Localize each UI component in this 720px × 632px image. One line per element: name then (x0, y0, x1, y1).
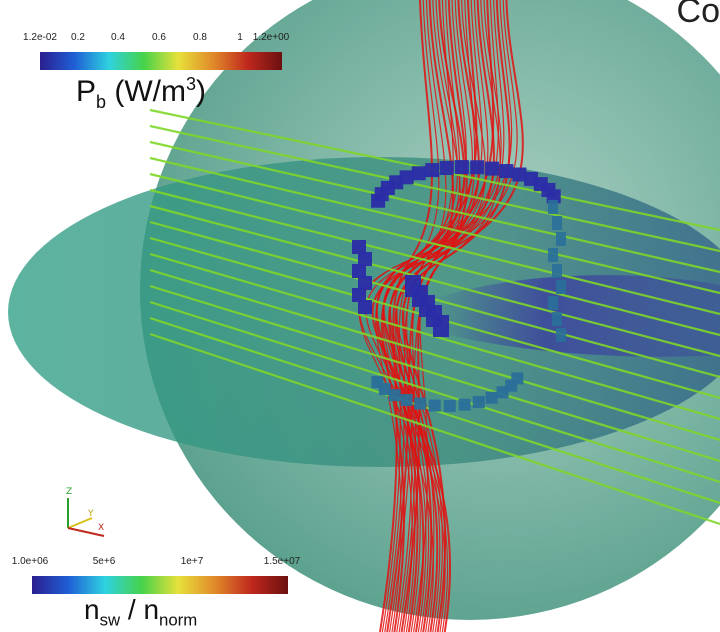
pressure-block (358, 252, 372, 266)
pb-tick: 1.2e-02 (23, 32, 57, 43)
solar-wind-line (149, 188, 720, 337)
density-tick: 5e+6 (92, 556, 116, 567)
pb-tick: 0.6 (152, 32, 166, 43)
field-line (365, 0, 518, 632)
pb-colorbar-gradient (40, 52, 282, 70)
density-tick: 1.0e+06 (11, 556, 49, 567)
corner-title: Co (676, 0, 720, 30)
solar-wind-line (149, 204, 720, 358)
field-line (402, 0, 511, 632)
pb-title-base: P (76, 75, 97, 108)
pb-tick: 0.2 (71, 32, 85, 43)
pressure-block (371, 376, 384, 389)
pressure-block (552, 312, 562, 326)
pressure-block (454, 160, 469, 175)
field-line (371, 0, 524, 632)
pressure-block (546, 189, 561, 204)
pressure-block (470, 160, 485, 175)
pressure-block (358, 276, 372, 290)
density-title-sep: / (120, 594, 144, 625)
density-title-n1: n (84, 594, 100, 625)
pressure-block (556, 328, 566, 342)
pressure-block (425, 163, 440, 178)
pressure-block (400, 394, 413, 407)
field-lines (358, 0, 524, 632)
axis-x-label: X (98, 523, 104, 533)
pressure-block (499, 164, 514, 179)
solar-wind-line (149, 268, 720, 442)
density-colorbar-gradient (32, 576, 288, 594)
pressure-block (388, 389, 401, 402)
solar-wind-line (149, 172, 720, 316)
pressure-block (548, 296, 558, 310)
solar-wind-line (149, 332, 720, 526)
density-title-n2: n (143, 594, 160, 625)
solar-wind-line (149, 300, 720, 484)
pb-title-units: (W/m (106, 75, 186, 108)
solar-wind-line (149, 156, 720, 295)
pb-title-sub: b (96, 92, 107, 112)
pb-colorbar: 1.2e-02 0.2 0.4 0.6 0.8 1 1.2e+00 Pb (W/… (23, 32, 296, 113)
pb-colorbar-title: Pb (W/m3) (76, 74, 206, 113)
pressure-block (399, 170, 414, 185)
density-title-sub2: norm (159, 610, 198, 630)
field-line (396, 0, 505, 632)
axes-triad: Z Y X (66, 487, 105, 537)
density-tick: 1.5e+07 (263, 556, 301, 567)
solar-wind-line (149, 284, 720, 463)
solar-wind-line (149, 124, 720, 253)
solar-wind-line (149, 140, 720, 274)
pressure-block (411, 166, 426, 181)
pressure-block (439, 161, 454, 176)
pressure-block (352, 264, 366, 278)
pb-tick: 1.2e+00 (252, 32, 290, 43)
pressure-block (433, 315, 449, 337)
density-colorbar-title: nsw / nnorm (84, 594, 197, 631)
axis-z-label: Z (66, 487, 72, 497)
pressure-block (443, 399, 456, 412)
pressure-block (414, 397, 427, 410)
pressure-block (496, 386, 509, 399)
density-colorbar: 1.0e+06 5e+6 1e+7 1.5e+07 nsw / nnorm (6, 556, 306, 632)
pb-tick: 0.8 (193, 32, 207, 43)
density-tick: 1e+7 (180, 556, 204, 567)
pb-title-close: ) (196, 75, 207, 108)
density-colorbar-ticks: 1.0e+06 5e+6 1e+7 1.5e+07 (6, 556, 306, 570)
pressure-block (485, 391, 498, 404)
pressure-block (352, 288, 366, 302)
pressure-block (556, 280, 566, 294)
pressure-block (556, 232, 566, 246)
pressure-blocks (352, 160, 566, 412)
pressure-block (552, 264, 562, 278)
field-line (358, 0, 513, 632)
pressure-block (458, 398, 471, 411)
pb-tick: 0.4 (111, 32, 125, 43)
pressure-block (485, 161, 500, 176)
pressure-block (552, 216, 562, 230)
axis-y-label: Y (87, 509, 94, 519)
pressure-block (358, 300, 372, 314)
pressure-block (472, 395, 485, 408)
pressure-block (548, 248, 558, 262)
density-title-sub1: sw (99, 610, 121, 630)
pb-tick: 1 (237, 32, 243, 43)
pb-colorbar-ticks: 1.2e-02 0.2 0.4 0.6 0.8 1 1.2e+00 (23, 32, 296, 46)
pb-title-sup: 3 (186, 74, 197, 94)
pressure-block (428, 399, 441, 412)
pressure-block (548, 200, 558, 214)
pressure-block (352, 240, 366, 254)
pressure-block (512, 167, 527, 182)
